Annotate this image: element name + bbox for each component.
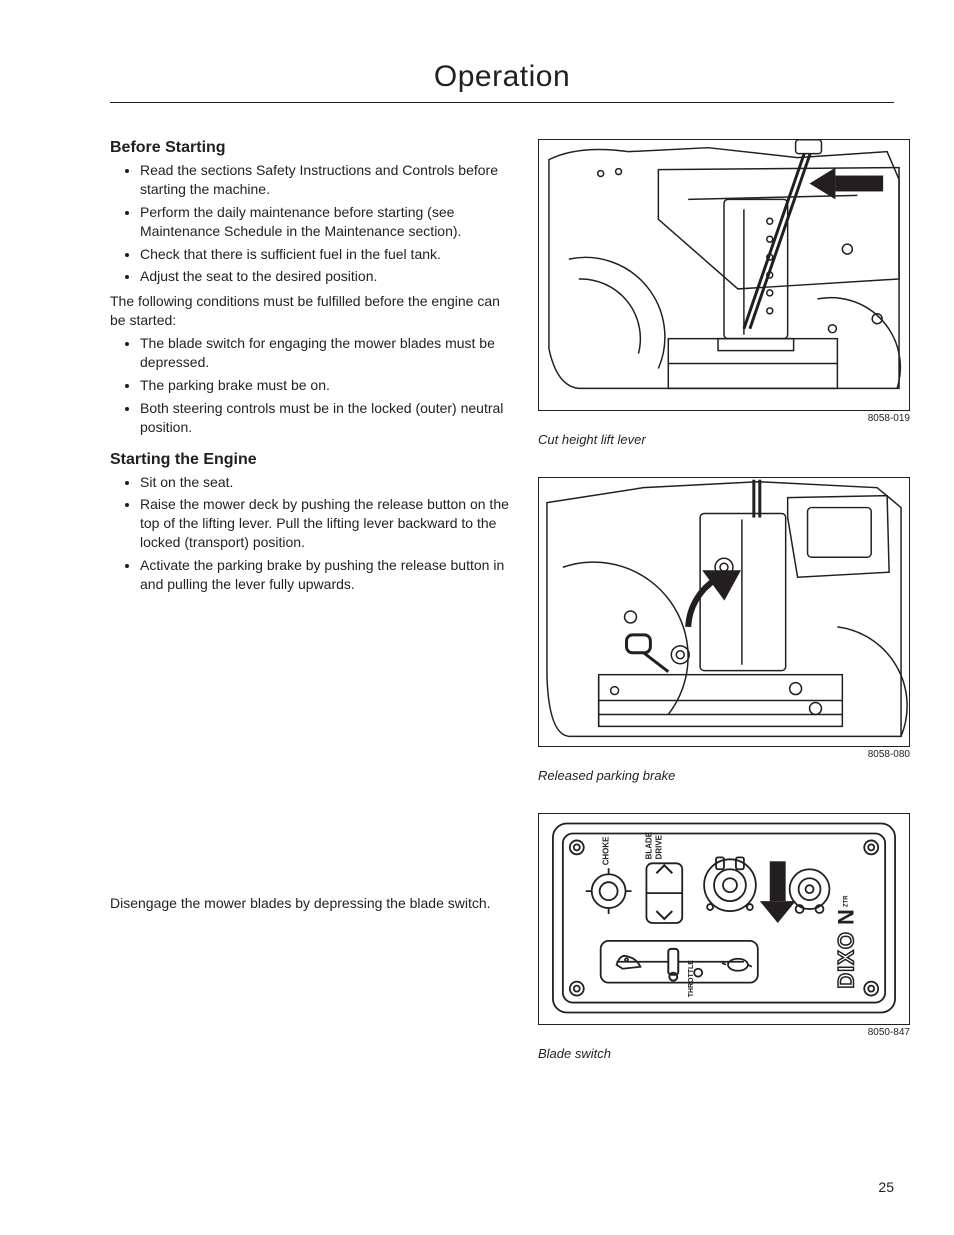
list-item: Both steering controls must be in the lo… xyxy=(140,399,510,437)
page: Operation Before Starting Read the secti… xyxy=(0,0,954,1235)
brand-logo-sub: ZTR xyxy=(843,895,849,907)
before-starting-para: The following conditions must be fulfill… xyxy=(110,292,510,330)
spacer xyxy=(110,600,510,894)
list-item: Sit on the seat. xyxy=(140,473,510,492)
page-title: Operation xyxy=(110,60,894,103)
disengage-para: Disengage the mower blades by depressing… xyxy=(110,894,510,913)
figure-cut-height-lever: 8058-019 Cut height lift lever xyxy=(538,139,910,447)
before-starting-bullets-2: The blade switch for engaging the mower … xyxy=(110,334,510,436)
columns: Before Starting Read the sections Safety… xyxy=(110,139,894,1091)
list-item: Raise the mower deck by pushing the rele… xyxy=(140,495,510,552)
list-item: Activate the parking brake by pushing th… xyxy=(140,556,510,594)
cut-height-diagram xyxy=(539,139,909,411)
figure-box xyxy=(538,477,910,747)
list-item: The parking brake must be on. xyxy=(140,376,510,395)
brand-logo-suffix: N xyxy=(833,909,858,925)
before-starting-bullets-1: Read the sections Safety Instructions an… xyxy=(110,161,510,286)
left-column: Before Starting Read the sections Safety… xyxy=(110,139,510,1091)
label-drive: DRIVE xyxy=(654,835,663,859)
figure-id: 8058-080 xyxy=(538,749,910,760)
heading-before-starting: Before Starting xyxy=(110,139,510,157)
figure-caption: Blade switch xyxy=(538,1046,910,1061)
list-item: Perform the daily maintenance before sta… xyxy=(140,203,510,241)
label-throttle: THROTTLE xyxy=(688,960,695,997)
list-item: The blade switch for engaging the mower … xyxy=(140,334,510,372)
brand-logo-prefix: DIXO xyxy=(833,931,858,988)
label-choke: CHOKE xyxy=(602,837,611,866)
starting-engine-bullets: Sit on the seat. Raise the mower deck by… xyxy=(110,473,510,594)
list-item: Read the sections Safety Instructions an… xyxy=(140,161,510,199)
figure-id: 8050-847 xyxy=(538,1027,910,1038)
figure-caption: Cut height lift lever xyxy=(538,432,910,447)
list-item: Adjust the seat to the desired position. xyxy=(140,267,510,286)
figure-box xyxy=(538,139,910,411)
figure-caption: Released parking brake xyxy=(538,768,910,783)
parking-brake-diagram xyxy=(539,477,909,747)
figure-blade-switch: CHOKE BLADE DRIVE THROTTLE DIXO N ZTR xyxy=(538,813,910,1061)
list-item: Check that there is sufficient fuel in t… xyxy=(140,245,510,264)
right-column: 8058-019 Cut height lift lever xyxy=(538,139,910,1091)
blade-switch-diagram: CHOKE BLADE DRIVE THROTTLE DIXO N ZTR xyxy=(539,813,909,1025)
page-number: 25 xyxy=(878,1179,894,1195)
figure-parking-brake: 8058-080 Released parking brake xyxy=(538,477,910,783)
figure-box: CHOKE BLADE DRIVE THROTTLE DIXO N ZTR xyxy=(538,813,910,1025)
label-blade: BLADE xyxy=(644,832,653,859)
heading-starting-engine: Starting the Engine xyxy=(110,451,510,469)
figure-id: 8058-019 xyxy=(538,413,910,424)
